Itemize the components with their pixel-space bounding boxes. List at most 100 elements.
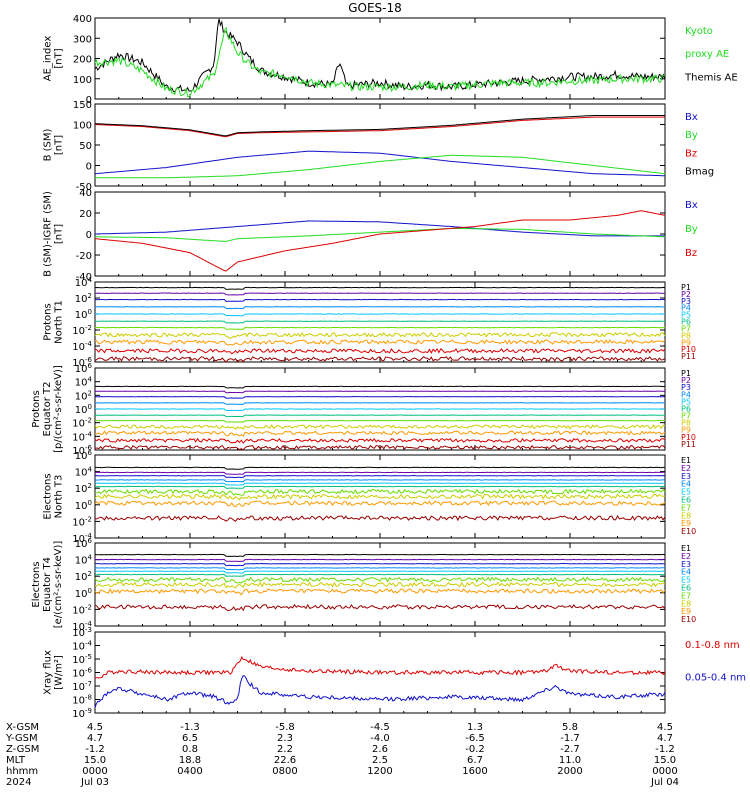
legend-item: Bx	[685, 112, 698, 123]
y-tick-label: 10-6	[72, 444, 92, 457]
y-tick-label: 10-7	[72, 680, 92, 693]
x-row-value: 2.5	[372, 755, 388, 766]
legend-item: P10	[681, 433, 696, 442]
y-axis-label: [W/m²]	[54, 655, 65, 690]
x-row-value: 4.5	[87, 722, 103, 733]
x-row-value: 2.6	[372, 744, 388, 755]
channel-line	[94, 339, 666, 346]
series-line	[94, 26, 666, 98]
channel-line	[94, 576, 666, 584]
channel-line	[94, 395, 666, 399]
x-row-value: 0400	[177, 766, 202, 777]
tick-exponent: 0	[88, 308, 92, 316]
channel-line	[94, 402, 666, 405]
tick-exponent: 0	[88, 587, 92, 595]
y-tick-label: 104	[75, 376, 93, 389]
y-tick-label: 10-2	[72, 324, 92, 337]
legend-item: Bx	[685, 200, 698, 211]
x-row-value: -4.0	[370, 733, 390, 744]
tick-base: 10	[72, 628, 85, 639]
tick-base: 10	[75, 310, 88, 321]
x-row-value: -4.5	[370, 722, 390, 733]
legend-item: proxy AE	[685, 49, 729, 60]
y-tick-label: 100	[75, 403, 92, 416]
legend-item: E4	[681, 480, 691, 489]
legend-item: E10	[681, 615, 696, 624]
tick-exponent: 6	[88, 449, 93, 457]
tick-exponent: -6	[85, 356, 93, 364]
x-row-value: 2000	[557, 766, 582, 777]
y-tick-label: 102	[75, 292, 92, 305]
legend-item: P6	[681, 318, 691, 327]
channel-line	[94, 485, 666, 489]
y-tick-label: 10-4	[72, 430, 92, 443]
y-axis-label: Equator T2	[42, 382, 53, 437]
channel-line	[94, 500, 666, 508]
legend-item: E7	[681, 503, 691, 512]
tick-base: 10	[75, 468, 88, 479]
tick-exponent: -4	[85, 430, 93, 438]
legend-item: E9	[681, 519, 691, 528]
tick-exponent: 6	[88, 537, 93, 545]
channel-line	[94, 493, 666, 501]
tick-exponent: 6	[88, 362, 93, 370]
legend-item: P7	[681, 324, 691, 333]
y-axis-label: [nT]	[54, 135, 65, 155]
channel-line	[94, 444, 666, 451]
y-tick-label: 106	[75, 449, 93, 462]
tick-exponent: 4	[88, 554, 93, 562]
tick-base: 10	[72, 642, 85, 653]
channel-line	[94, 320, 665, 324]
panel-frame	[94, 631, 666, 714]
tick-base: 10	[72, 655, 85, 666]
series-line	[94, 18, 666, 93]
x-row-value: 15.0	[654, 755, 676, 766]
x-row-value: Jul 03	[80, 777, 109, 788]
legend-item: E7	[681, 591, 691, 600]
legend-item: E1	[681, 456, 691, 465]
legend-item: P8	[681, 331, 691, 340]
channel-line	[94, 570, 666, 574]
tick-exponent: 4	[88, 276, 93, 284]
panel-bigrf: -40 -20 0 20 40 B (SM)-IGRF (SM) [nT] Bx By Bz	[43, 188, 698, 283]
series-line	[94, 116, 665, 138]
channel-line	[94, 603, 666, 612]
x-row-value: 1600	[462, 766, 487, 777]
y-tick-label: 10-8	[72, 694, 92, 707]
channel-line	[94, 385, 666, 389]
channel-line	[94, 313, 666, 317]
y-axis-label: Electrons	[43, 473, 54, 519]
channel-line	[95, 471, 666, 475]
x-row-value: -0.2	[465, 744, 485, 755]
legend-item: P1	[681, 369, 691, 378]
legend-item: P2	[681, 290, 691, 299]
x-row-value: 1.3	[467, 722, 483, 733]
channel-line	[94, 482, 665, 486]
legend-item: E6	[681, 584, 691, 593]
x-row-value: -1.3	[180, 722, 200, 733]
legend-item: P9	[681, 338, 691, 347]
y-axis-label: Xray flux	[43, 650, 54, 695]
y-tick-label: 50	[79, 141, 92, 152]
x-row-value: 0.8	[182, 744, 198, 755]
y-tick-label: 104	[75, 554, 93, 567]
y-axis-label: Equator T4	[42, 557, 53, 612]
legend-item: E1	[681, 544, 691, 553]
y-tick-label: 100	[73, 75, 92, 86]
tick-base: 10	[75, 391, 88, 402]
x-row-value: -5.8	[275, 722, 295, 733]
legend-item: E5	[681, 576, 691, 585]
tick-exponent: -5	[85, 653, 92, 661]
y-axis-label: North T3	[54, 475, 65, 519]
legend-item: By	[685, 224, 698, 235]
y-tick-label: 20	[79, 209, 92, 220]
y-tick-label: 10-6	[72, 356, 92, 369]
tick-exponent: 0	[88, 499, 92, 507]
legend-item: Bz	[685, 248, 697, 259]
tick-exponent: -4	[85, 640, 93, 648]
channel-line	[94, 515, 666, 522]
x-row-value: -1.2	[85, 744, 105, 755]
